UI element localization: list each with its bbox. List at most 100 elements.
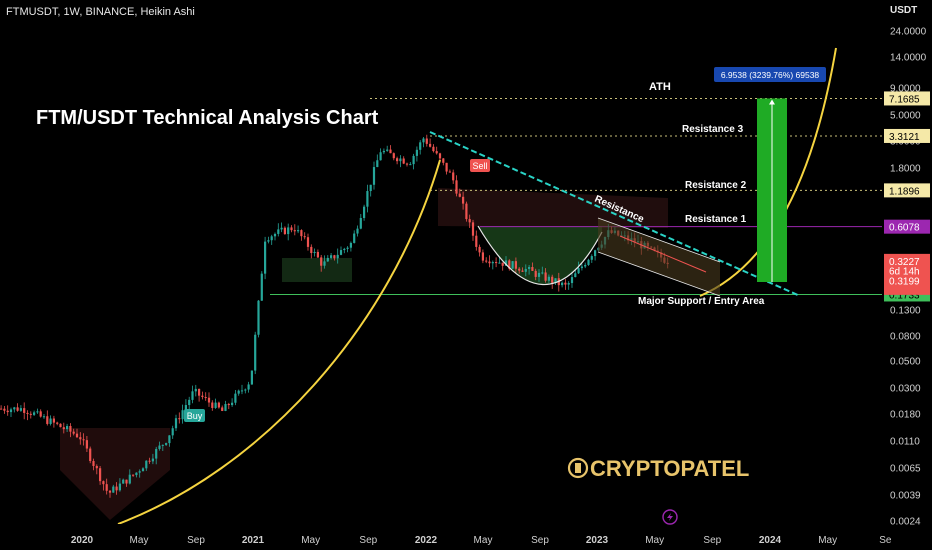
- candle-body: [402, 158, 405, 164]
- candle-body: [69, 425, 72, 432]
- y-tick-label: 1.8000: [890, 164, 921, 175]
- y-tick-label: 0.0800: [890, 332, 921, 343]
- candle-body: [158, 445, 161, 449]
- candle-body: [277, 229, 280, 234]
- candle-body: [359, 218, 362, 229]
- x-tick-label: May: [818, 535, 837, 546]
- candle-body: [194, 388, 197, 392]
- candle-body: [524, 268, 527, 272]
- x-tick-label: Se: [879, 535, 892, 546]
- candle-body: [554, 278, 557, 283]
- currency-label: USDT: [890, 5, 918, 16]
- y-tick-label: 0.1300: [890, 306, 921, 317]
- candle-body: [389, 149, 392, 154]
- candle-body: [468, 219, 471, 223]
- level-tag-text: 7.1685: [889, 94, 920, 105]
- candle-body: [363, 206, 366, 219]
- candle-body: [422, 138, 425, 143]
- candle-body: [62, 427, 65, 430]
- candle-body: [580, 266, 583, 269]
- candle-body: [221, 407, 224, 411]
- level-tag-bg: [884, 128, 930, 143]
- candle-body: [501, 262, 504, 266]
- candle-body: [72, 431, 75, 434]
- candle-body: [353, 233, 356, 243]
- candle-body: [293, 230, 296, 232]
- label-resistance-1: Resistance 1: [685, 214, 747, 225]
- candle-body: [204, 397, 207, 399]
- candle-body: [514, 261, 517, 269]
- candle-body: [458, 193, 461, 197]
- measure-text: 6.9538 (3239.76%) 69538: [721, 70, 820, 80]
- parabolic-curve-left: [117, 159, 441, 524]
- candle-body: [95, 465, 98, 469]
- candle-body: [260, 273, 263, 301]
- level-tag-bg: [884, 183, 930, 198]
- candle-body: [518, 268, 521, 271]
- candle-body: [471, 222, 475, 236]
- y-tick-label: 0.0180: [890, 410, 921, 421]
- candle-body: [99, 468, 102, 482]
- candle-body: [132, 474, 135, 476]
- candle-body: [148, 460, 151, 462]
- y-tick-label: 14.0000: [890, 53, 927, 64]
- candle-body: [594, 250, 597, 257]
- candle-body: [287, 227, 290, 235]
- candle-body: [534, 270, 537, 277]
- candle-body: [112, 486, 115, 493]
- candle-body: [551, 276, 554, 283]
- brand-logo-ring: [567, 457, 589, 479]
- candle-body: [376, 160, 379, 168]
- candle-body: [544, 272, 547, 281]
- x-tick-label: 2021: [242, 535, 265, 546]
- candle-body: [455, 180, 458, 194]
- candle-body: [122, 479, 125, 484]
- x-tick-label: 2024: [759, 535, 782, 546]
- candle-body: [537, 272, 541, 277]
- candle-body: [333, 255, 336, 259]
- candle-body: [429, 143, 432, 147]
- candle-body: [584, 264, 587, 267]
- candle-body: [89, 448, 92, 462]
- candle-body: [168, 435, 171, 444]
- candle-body: [339, 250, 343, 255]
- candle-body: [234, 393, 237, 403]
- candle-body: [310, 246, 313, 254]
- y-tick-label: 0.0024: [890, 517, 921, 528]
- candle-body: [207, 397, 211, 403]
- candle-body: [227, 404, 230, 406]
- candle-body: [300, 230, 303, 237]
- candle-body: [115, 486, 118, 491]
- candle-body: [366, 191, 369, 207]
- candle-body: [217, 402, 220, 408]
- candle-body: [145, 460, 148, 469]
- candle-body: [82, 439, 85, 441]
- candle-body: [257, 300, 260, 335]
- candle-body: [198, 388, 201, 396]
- x-tick-label: Sep: [703, 535, 721, 546]
- candle-body: [462, 196, 465, 204]
- candle-body: [290, 227, 293, 231]
- candle-body: [349, 242, 352, 248]
- channel-mid: [619, 235, 707, 273]
- candle-body: [237, 390, 240, 394]
- candle-body: [155, 448, 158, 459]
- candle-body: [178, 418, 181, 420]
- candle-body: [475, 235, 478, 247]
- candle-body: [171, 428, 174, 436]
- level-tag-text: 3.3121: [889, 132, 920, 143]
- candle-body: [442, 158, 445, 163]
- x-tick-label: Sep: [531, 535, 549, 546]
- cup-fill: [478, 226, 602, 285]
- candle-body: [188, 399, 191, 406]
- candle-body: [561, 282, 564, 286]
- candle-body: [412, 155, 415, 165]
- candle-body: [343, 248, 346, 251]
- candle-body: [448, 171, 451, 173]
- candle-body: [570, 277, 574, 284]
- cloud-2021: [282, 258, 352, 282]
- candle-body: [135, 472, 138, 476]
- candle-body: [541, 272, 544, 274]
- candle-body: [590, 256, 593, 260]
- x-axis-bg: [0, 527, 932, 550]
